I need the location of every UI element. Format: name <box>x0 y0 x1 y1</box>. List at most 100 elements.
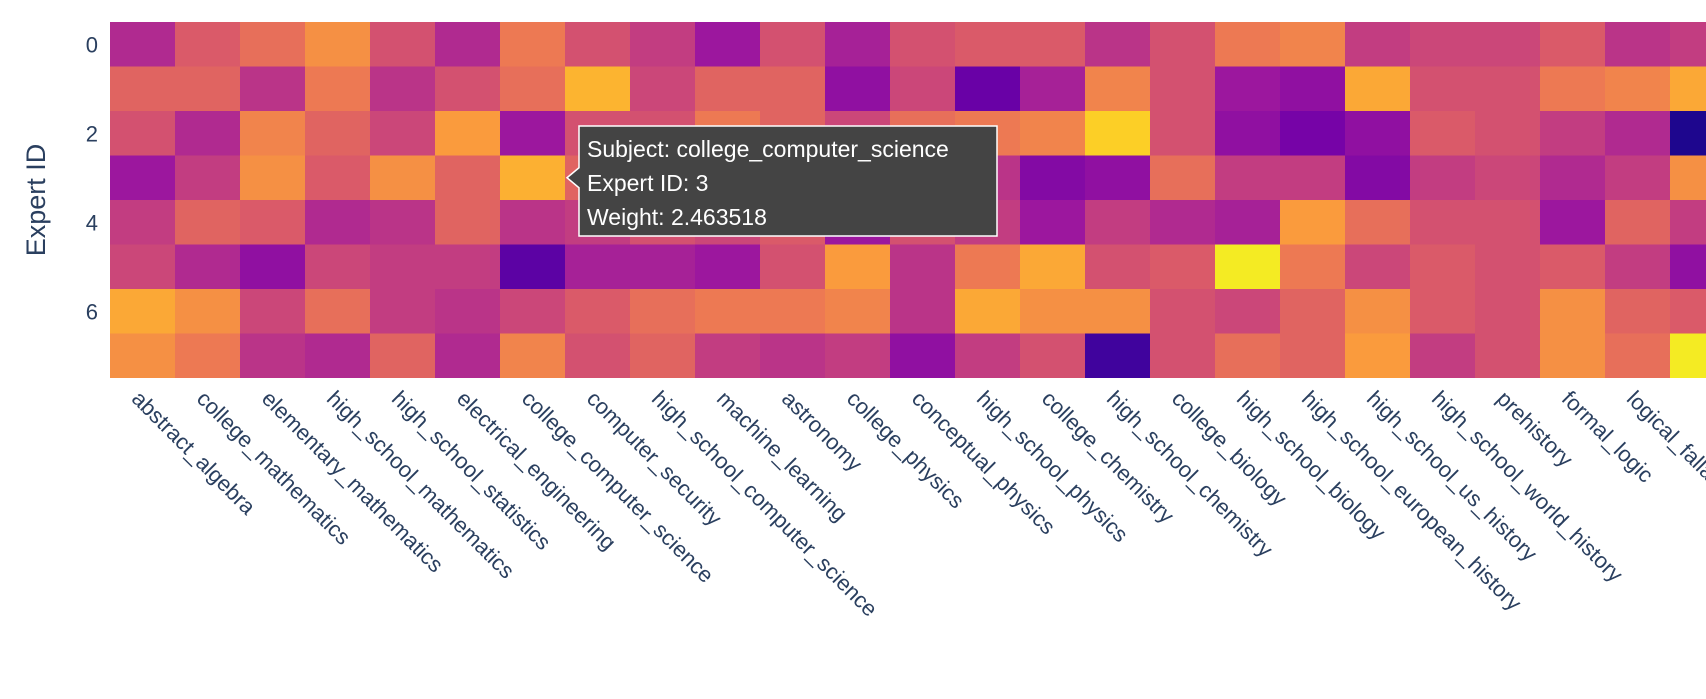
heatmap-cell-r6-c14[interactable] <box>1020 289 1086 335</box>
heatmap-cell-r7-c5[interactable] <box>435 333 501 379</box>
heatmap-cell-r2-c0[interactable] <box>110 111 176 157</box>
heatmap-cell-r0-c5[interactable] <box>435 22 501 68</box>
heatmap-cell-r5-c18[interactable] <box>1280 244 1346 290</box>
heatmap-cell-r6-c1[interactable] <box>175 289 241 335</box>
heatmap-cell-r7-c23[interactable] <box>1605 333 1671 379</box>
heatmap-cell-r6-c2[interactable] <box>240 289 306 335</box>
heatmap-cell-r0-c14[interactable] <box>1020 22 1086 68</box>
heatmap-cell-r4-c1[interactable] <box>175 200 241 246</box>
heatmap-cell-r3-c3[interactable] <box>305 155 371 201</box>
heatmap-cell-r1-c24[interactable] <box>1670 66 1706 112</box>
heatmap-cell-r5-c14[interactable] <box>1020 244 1086 290</box>
heatmap-cell-r3-c0[interactable] <box>110 155 176 201</box>
heatmap-cell-r1-c12[interactable] <box>890 66 956 112</box>
heatmap-cell-r4-c21[interactable] <box>1475 200 1541 246</box>
heatmap-cell-r3-c20[interactable] <box>1410 155 1476 201</box>
heatmap-cell-r0-c12[interactable] <box>890 22 956 68</box>
heatmap-cell-r5-c5[interactable] <box>435 244 501 290</box>
heatmap-cell-r0-c13[interactable] <box>955 22 1021 68</box>
heatmap-cell-r6-c5[interactable] <box>435 289 501 335</box>
heatmap-cell-r1-c8[interactable] <box>630 66 696 112</box>
heatmap-cell-r2-c14[interactable] <box>1020 111 1086 157</box>
heatmap-cell-r4-c24[interactable] <box>1670 200 1706 246</box>
heatmap-cell-r5-c12[interactable] <box>890 244 956 290</box>
heatmap-cell-r4-c19[interactable] <box>1345 200 1411 246</box>
heatmap-cell-r4-c4[interactable] <box>370 200 436 246</box>
heatmap-cell-r7-c12[interactable] <box>890 333 956 379</box>
heatmap-cell-r3-c5[interactable] <box>435 155 501 201</box>
heatmap-cell-r0-c11[interactable] <box>825 22 891 68</box>
heatmap-cell-r7-c20[interactable] <box>1410 333 1476 379</box>
heatmap-cell-r3-c4[interactable] <box>370 155 436 201</box>
heatmap-cell-r1-c14[interactable] <box>1020 66 1086 112</box>
heatmap-cell-r5-c8[interactable] <box>630 244 696 290</box>
heatmap-cell-r7-c1[interactable] <box>175 333 241 379</box>
heatmap-cell-r4-c14[interactable] <box>1020 200 1086 246</box>
heatmap-cell-r6-c10[interactable] <box>760 289 826 335</box>
heatmap-cell-r3-c6[interactable] <box>500 155 566 201</box>
heatmap-cell-r7-c8[interactable] <box>630 333 696 379</box>
heatmap-cell-r6-c11[interactable] <box>825 289 891 335</box>
heatmap-cell-r5-c23[interactable] <box>1605 244 1671 290</box>
heatmap-cell-r6-c20[interactable] <box>1410 289 1476 335</box>
heatmap-cell-r7-c7[interactable] <box>565 333 631 379</box>
heatmap-cell-r0-c8[interactable] <box>630 22 696 68</box>
heatmap-cell-r2-c23[interactable] <box>1605 111 1671 157</box>
heatmap-cell-r4-c3[interactable] <box>305 200 371 246</box>
heatmap-cell-r3-c15[interactable] <box>1085 155 1151 201</box>
heatmap-cell-r7-c4[interactable] <box>370 333 436 379</box>
heatmap-cell-r5-c9[interactable] <box>695 244 761 290</box>
heatmap-cell-r4-c20[interactable] <box>1410 200 1476 246</box>
heatmap-cell-r3-c21[interactable] <box>1475 155 1541 201</box>
heatmap-cell-r2-c17[interactable] <box>1215 111 1281 157</box>
heatmap-cell-r1-c16[interactable] <box>1150 66 1216 112</box>
heatmap-cell-r1-c21[interactable] <box>1475 66 1541 112</box>
heatmap-cell-r1-c23[interactable] <box>1605 66 1671 112</box>
heatmap-cell-r7-c16[interactable] <box>1150 333 1216 379</box>
heatmap-cell-r5-c4[interactable] <box>370 244 436 290</box>
heatmap-cell-r0-c18[interactable] <box>1280 22 1346 68</box>
heatmap-cell-r7-c24[interactable] <box>1670 333 1706 379</box>
heatmap-cell-r6-c12[interactable] <box>890 289 956 335</box>
heatmap-cell-r3-c22[interactable] <box>1540 155 1606 201</box>
heatmap-cell-r5-c10[interactable] <box>760 244 826 290</box>
heatmap-cell-r5-c7[interactable] <box>565 244 631 290</box>
heatmap-cell-r6-c21[interactable] <box>1475 289 1541 335</box>
heatmap-cell-r7-c17[interactable] <box>1215 333 1281 379</box>
heatmap-cell-r6-c16[interactable] <box>1150 289 1216 335</box>
heatmap-cell-r5-c0[interactable] <box>110 244 176 290</box>
heatmap-cell-r1-c17[interactable] <box>1215 66 1281 112</box>
heatmap-cell-r3-c1[interactable] <box>175 155 241 201</box>
heatmap-cell-r7-c18[interactable] <box>1280 333 1346 379</box>
heatmap-cell-r4-c2[interactable] <box>240 200 306 246</box>
heatmap-cell-r1-c22[interactable] <box>1540 66 1606 112</box>
heatmap-cell-r4-c17[interactable] <box>1215 200 1281 246</box>
heatmap-cell-r5-c24[interactable] <box>1670 244 1706 290</box>
heatmap-cell-r0-c2[interactable] <box>240 22 306 68</box>
heatmap-cell-r6-c3[interactable] <box>305 289 371 335</box>
heatmap-cell-r1-c0[interactable] <box>110 66 176 112</box>
heatmap-cell-r7-c0[interactable] <box>110 333 176 379</box>
heatmap-cell-r2-c5[interactable] <box>435 111 501 157</box>
heatmap-cell-r7-c11[interactable] <box>825 333 891 379</box>
heatmap-cell-r4-c5[interactable] <box>435 200 501 246</box>
heatmap-cell-r2-c15[interactable] <box>1085 111 1151 157</box>
heatmap-cell-r5-c20[interactable] <box>1410 244 1476 290</box>
heatmap-cell-r0-c7[interactable] <box>565 22 631 68</box>
heatmap-cell-r2-c16[interactable] <box>1150 111 1216 157</box>
heatmap-cell-r3-c18[interactable] <box>1280 155 1346 201</box>
heatmap-cell-r2-c24[interactable] <box>1670 111 1706 157</box>
heatmap-cell-r3-c17[interactable] <box>1215 155 1281 201</box>
heatmap-cell-r0-c24[interactable] <box>1670 22 1706 68</box>
heatmap-cell-r1-c15[interactable] <box>1085 66 1151 112</box>
heatmap-cell-r5-c1[interactable] <box>175 244 241 290</box>
heatmap-cell-r6-c18[interactable] <box>1280 289 1346 335</box>
heatmap-cell-r2-c2[interactable] <box>240 111 306 157</box>
heatmap-cell-r1-c18[interactable] <box>1280 66 1346 112</box>
heatmap-cell-r4-c23[interactable] <box>1605 200 1671 246</box>
heatmap-cell-r4-c16[interactable] <box>1150 200 1216 246</box>
heatmap-cell-r6-c17[interactable] <box>1215 289 1281 335</box>
heatmap-cell-r5-c15[interactable] <box>1085 244 1151 290</box>
heatmap-cell-r6-c15[interactable] <box>1085 289 1151 335</box>
